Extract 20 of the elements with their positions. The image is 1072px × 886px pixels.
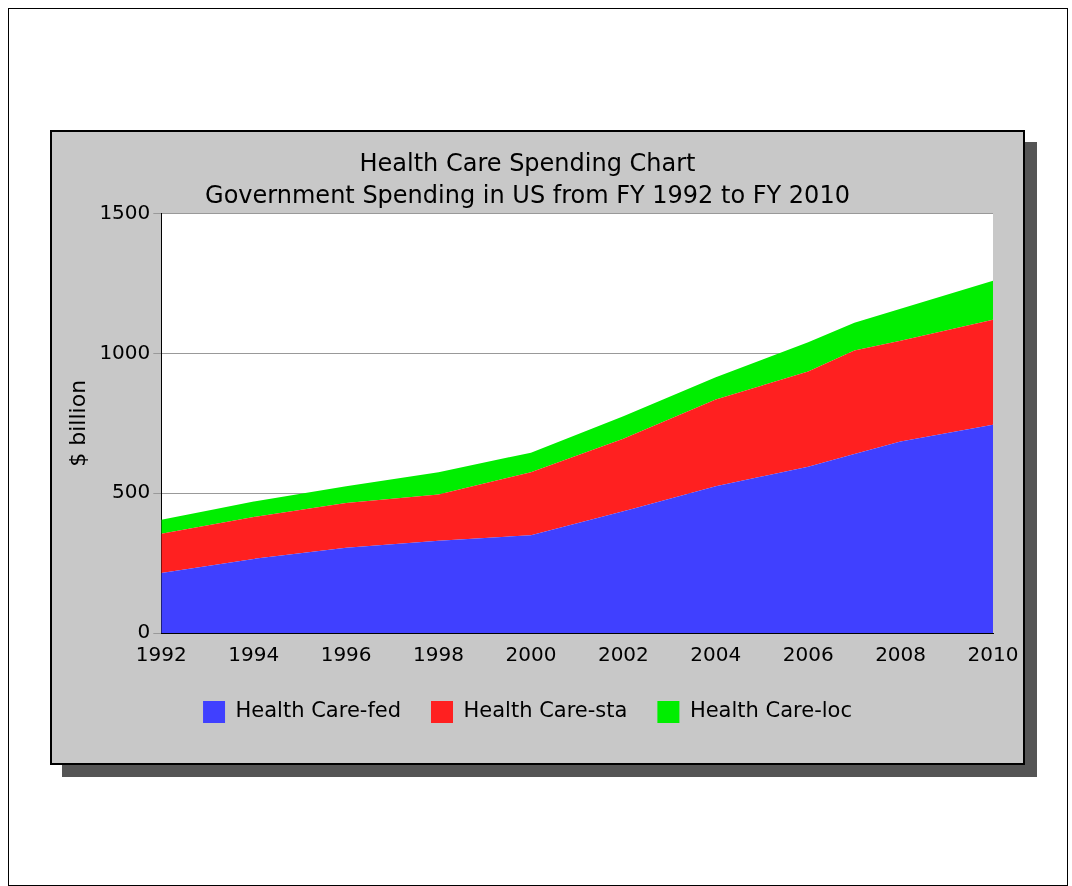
y-tick-label: 500 [112,479,151,504]
y-tick-label: 1500 [99,199,151,224]
chart-title: Health Care Spending Chart [359,148,696,177]
x-tick-label: 2002 [597,642,649,667]
y-tick-label: 1000 [99,339,151,364]
x-tick-label: 2008 [875,642,927,667]
x-tick-label: 1998 [413,642,464,667]
y-tick-label: 0 [137,619,151,644]
x-tick-label: 2004 [690,642,742,667]
legend-label: Health Care-sta [463,698,628,723]
y-axis-title: $ billion [64,379,90,467]
chart-subtitle: Government Spending in US from FY 1992 to FY 2010 [205,181,850,210]
x-tick-label: 2006 [782,642,834,667]
x-tick-label: 2000 [505,642,557,667]
x-tick-label: 1996 [320,642,372,667]
legend-label: Health Care-loc [689,698,852,723]
x-tick-label: 1992 [135,642,187,667]
x-tick-label: 2010 [967,642,1019,667]
legend-label: Health Care-fed [235,698,402,723]
x-tick-label: 1994 [228,642,280,667]
